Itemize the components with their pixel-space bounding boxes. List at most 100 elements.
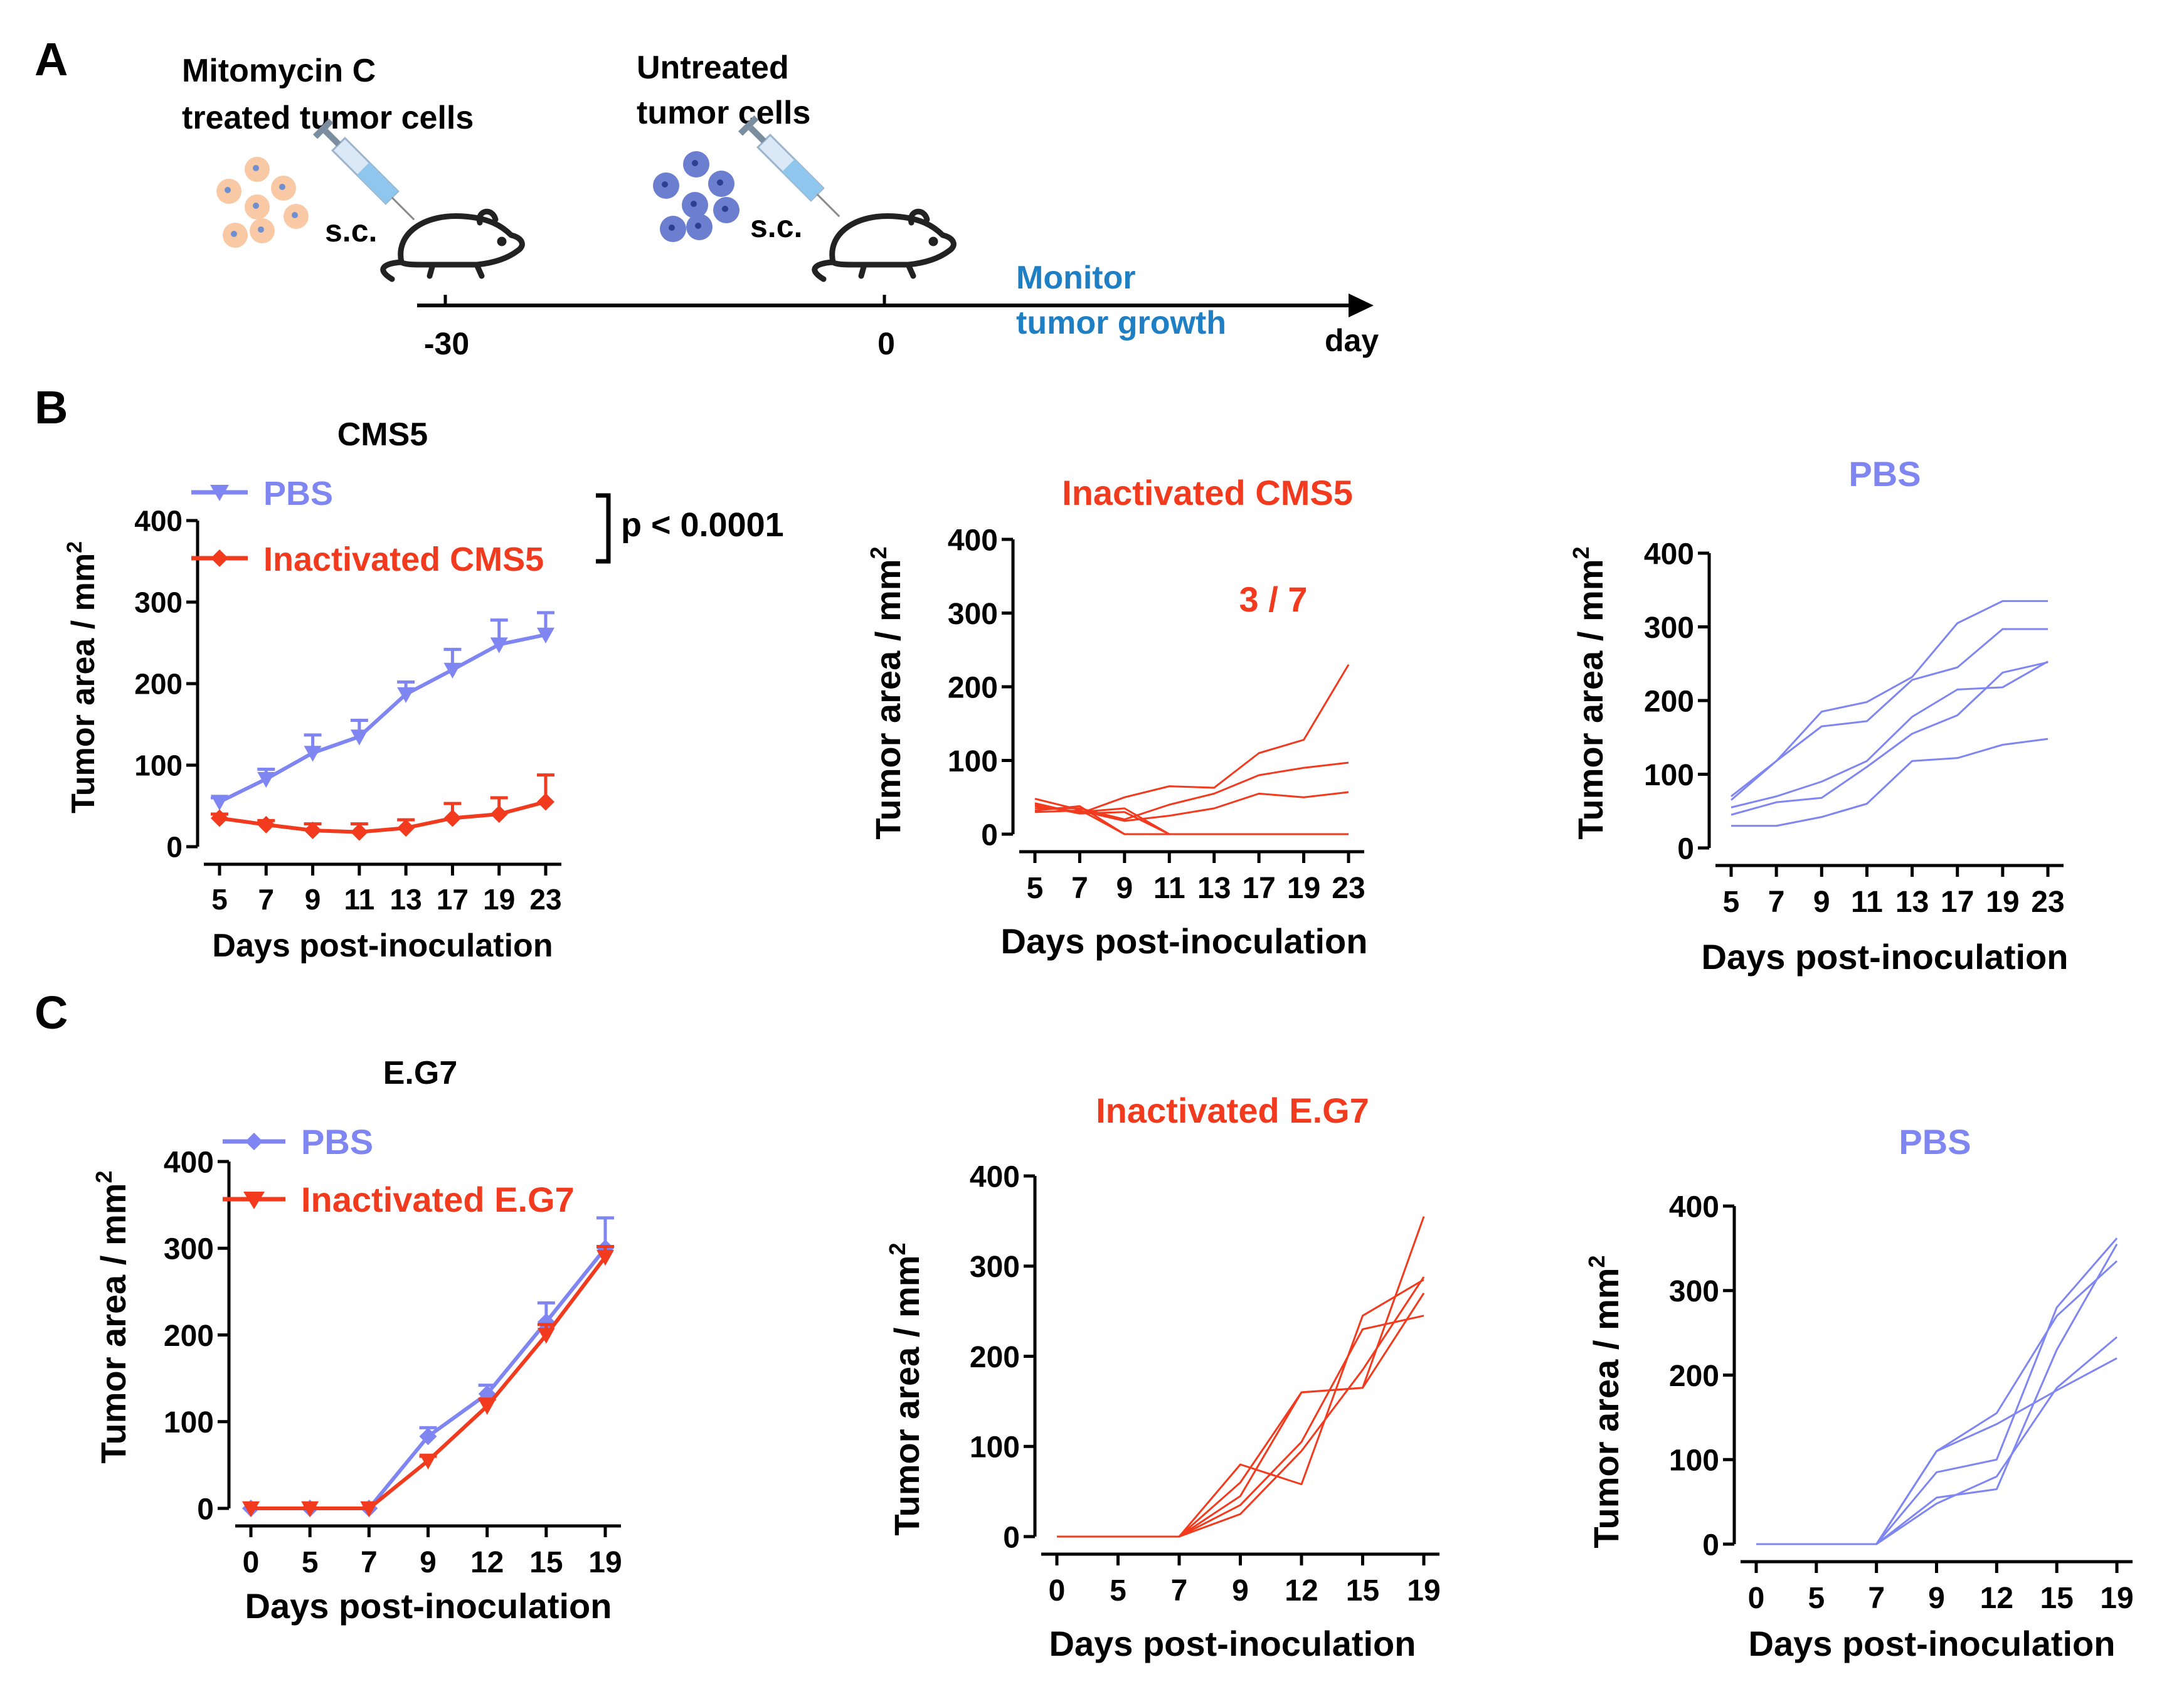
x-tick-label: 9	[1928, 1582, 1945, 1615]
data-point	[490, 637, 508, 654]
data-point	[257, 771, 275, 788]
legend-label-pbs: PBS	[263, 475, 333, 512]
individual-series-line	[1057, 1279, 1424, 1538]
individual-series-line	[1034, 798, 1349, 835]
treated-label-line1: Mitomycin C	[182, 53, 376, 89]
x-tick-label: 11	[1153, 872, 1185, 905]
treated-cells-icon	[216, 157, 309, 248]
individual-series-line	[1756, 1336, 2118, 1545]
untreated-label-line1: Untreated	[637, 50, 789, 86]
series-line	[251, 1256, 607, 1510]
chart-title: Inactivated CMS5	[1062, 473, 1353, 512]
chart-pbs-cms5-individual: PBS 0 100 200 300 400 5 7 9 11 13 17 19 23 Days post…	[1568, 454, 2068, 977]
individual-series-line	[1731, 600, 2048, 797]
x-tick-label: 5	[1808, 1582, 1825, 1615]
timeline-label-0: 0	[877, 326, 895, 361]
schematic: Mitomycin C treated tumor cells Untreate…	[182, 50, 1379, 361]
data-point	[443, 809, 462, 827]
y-tick-label: 400	[134, 505, 183, 537]
x-tick-label: 17	[1242, 872, 1275, 905]
individual-series-line	[1034, 802, 1349, 835]
y-tick-label: 200	[134, 668, 183, 701]
individual-series-line	[1756, 1357, 2118, 1545]
data-point	[304, 746, 322, 762]
x-tick-label: 15	[1346, 1574, 1379, 1607]
data-point	[490, 805, 508, 823]
chart-title: CMS5	[337, 416, 428, 453]
chart-inactivated-eg7-individual: Inactivated E.G7 0 100 200 300 400 0 5 7 9 12 15 19…	[884, 1091, 1441, 1663]
data-point	[419, 1427, 437, 1446]
data-point	[443, 662, 462, 679]
data-point	[397, 687, 415, 703]
y-tick-label: 400	[1669, 1190, 1719, 1224]
individual-series-line	[1731, 661, 2049, 816]
y-tick-label: 0	[1702, 1528, 1719, 1562]
data-point	[350, 823, 368, 841]
x-tick-label: 19	[1986, 886, 2019, 919]
x-tick-label: 13	[390, 883, 422, 916]
x-tick-label: 9	[420, 1546, 437, 1579]
y-tick-label: 300	[948, 598, 998, 631]
x-tick-label: 7	[1768, 886, 1785, 919]
x-tick-label: 5	[211, 883, 228, 916]
data-point	[537, 793, 554, 811]
data-point	[419, 1453, 437, 1469]
individual-series-line	[1057, 1216, 1425, 1538]
x-axis-label: Days post-inoculation	[1001, 921, 1368, 961]
x-tick-label: 7	[1071, 872, 1088, 905]
x-axis-label: Days post-inoculation	[212, 928, 553, 964]
individual-series-line	[1756, 1260, 2118, 1545]
legend-marker-pbs	[245, 1133, 263, 1150]
y-tick-label: 0	[1003, 1521, 1020, 1554]
x-axis-label: Days post-inoculation	[1749, 1624, 2116, 1663]
x-tick-label: 19	[483, 883, 515, 916]
chart-title: Inactivated E.G7	[1096, 1091, 1369, 1130]
series-line	[218, 633, 546, 804]
data-point	[397, 819, 415, 837]
y-tick-label: 200	[1644, 685, 1694, 718]
legend-marker-inactivated	[211, 549, 228, 567]
individual-series-line	[1035, 761, 1349, 820]
x-tick-label: 5	[1723, 886, 1740, 919]
data-point	[211, 809, 228, 827]
mouse-icon	[812, 208, 957, 282]
responder-annotation: 3 / 7	[1239, 580, 1308, 619]
individual-series-line	[1034, 791, 1349, 822]
x-tick-label: 15	[529, 1546, 563, 1579]
data-point	[537, 627, 554, 643]
x-tick-label: 17	[1941, 886, 1974, 919]
legend-label-inactivated: Inactivated CMS5	[263, 541, 544, 578]
chart-title: PBS	[1848, 454, 1921, 494]
x-tick-label: 13	[1197, 872, 1231, 905]
significance-bracket	[596, 493, 611, 564]
x-tick-label: 5	[1027, 872, 1044, 905]
plot-area: 0 100 200 300 400 0 5 7 9 12 15 19	[164, 1146, 622, 1579]
x-tick-label: 11	[1851, 886, 1883, 919]
y-axis-label: Tumor area / mm2	[884, 1242, 926, 1535]
chart-eg7-mean: E.G7 0 100 200 300 400 0 5 7 9 12 15 19 Days post-i…	[91, 1055, 622, 1626]
y-tick-label: 0	[197, 1493, 214, 1526]
data-point	[242, 1501, 260, 1517]
y-tick-label: 400	[164, 1146, 214, 1179]
x-tick-label: 23	[529, 883, 561, 916]
chart-cms5-mean: CMS5 0 100 200 300 400 5 7 9 11 13 17 19 23 Days pos…	[63, 416, 784, 964]
y-tick-label: 400	[1644, 537, 1694, 571]
chart-pbs-eg7-individual: PBS 0 100 200 300 400 0 5 7 9 12 15 19 Days post-in…	[1584, 1122, 2134, 1663]
y-tick-label: 100	[1644, 759, 1694, 792]
monitor-label-line2: tumor growth	[1016, 305, 1226, 341]
y-tick-label: 200	[970, 1341, 1020, 1374]
x-tick-label: 7	[1868, 1582, 1885, 1615]
y-axis-label: Tumor area / mm2	[866, 546, 908, 839]
y-tick-label: 300	[1644, 612, 1694, 645]
y-tick-label: 100	[164, 1406, 214, 1439]
monitor-label-line1: Monitor	[1016, 260, 1136, 296]
x-tick-label: 23	[1332, 872, 1365, 905]
x-tick-label: 12	[1980, 1582, 2013, 1615]
data-point	[478, 1399, 496, 1415]
x-tick-label: 7	[1171, 1574, 1188, 1607]
y-tick-label: 0	[166, 831, 183, 864]
panel-b-label: B	[34, 381, 68, 433]
y-tick-label: 100	[1669, 1444, 1719, 1478]
y-axis-label: Tumor area / mm2	[91, 1170, 133, 1463]
